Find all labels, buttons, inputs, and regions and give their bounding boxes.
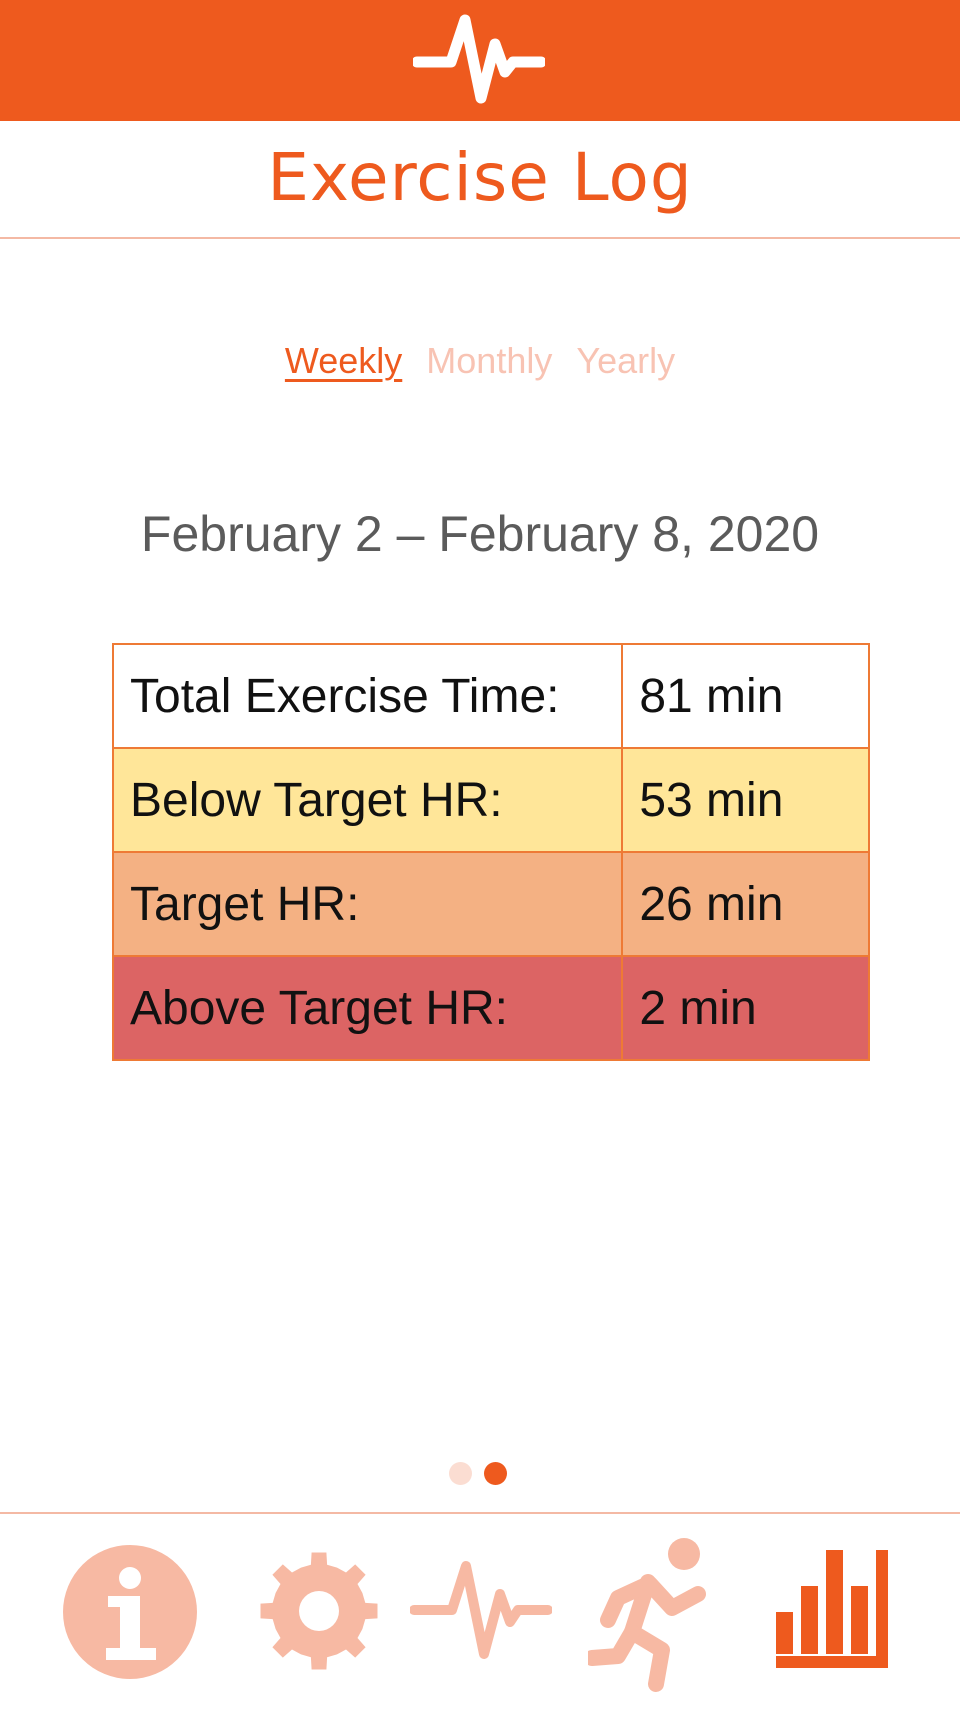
tab-weekly[interactable]: Weekly — [284, 340, 403, 381]
above-target-value: 2 min — [621, 955, 870, 1061]
tab-yearly[interactable]: Yearly — [576, 340, 676, 381]
nav-settings[interactable] — [258, 1550, 380, 1672]
bottom-nav — [0, 1514, 960, 1709]
info-icon — [63, 1545, 197, 1679]
target-hr-label: Target HR: — [111, 851, 624, 957]
tab-monthly[interactable]: Monthly — [426, 340, 553, 381]
header-bar — [0, 0, 960, 121]
table-row-below-target: Below Target HR: 53 min — [111, 747, 870, 853]
nav-info[interactable] — [62, 1544, 198, 1680]
total-exercise-label: Total Exercise Time: — [111, 643, 624, 749]
nav-divider — [0, 1512, 960, 1514]
page-dot-2[interactable] — [484, 1462, 507, 1485]
below-target-label: Below Target HR: — [111, 747, 624, 853]
target-hr-value: 26 min — [621, 851, 870, 957]
heartbeat-icon — [410, 1561, 552, 1659]
heartbeat-pulse-icon — [413, 14, 545, 104]
title-divider — [0, 237, 960, 239]
table-row-above-target: Above Target HR: 2 min — [111, 955, 870, 1061]
nav-heart-rate[interactable] — [410, 1560, 552, 1662]
page-title: Exercise Log — [267, 139, 693, 216]
period-tabs: Weekly Monthly Yearly — [0, 340, 960, 382]
below-target-value: 53 min — [621, 747, 870, 853]
running-person-icon — [588, 1538, 706, 1692]
bar-chart-icon — [776, 1550, 888, 1668]
page-dot-1[interactable] — [449, 1462, 472, 1485]
date-range: February 2 – February 8, 2020 — [140, 506, 820, 562]
table-row-target: Target HR: 26 min — [111, 851, 870, 957]
table-row-total: Total Exercise Time: 81 min — [111, 643, 870, 749]
nav-stats[interactable] — [774, 1548, 896, 1670]
exercise-stats-table: Total Exercise Time: 81 min Below Target… — [111, 643, 870, 1061]
page-indicator — [449, 1462, 519, 1486]
gear-icon — [260, 1552, 378, 1670]
above-target-label: Above Target HR: — [111, 955, 624, 1061]
nav-exercise[interactable] — [588, 1534, 724, 1694]
total-exercise-value: 81 min — [621, 643, 870, 749]
